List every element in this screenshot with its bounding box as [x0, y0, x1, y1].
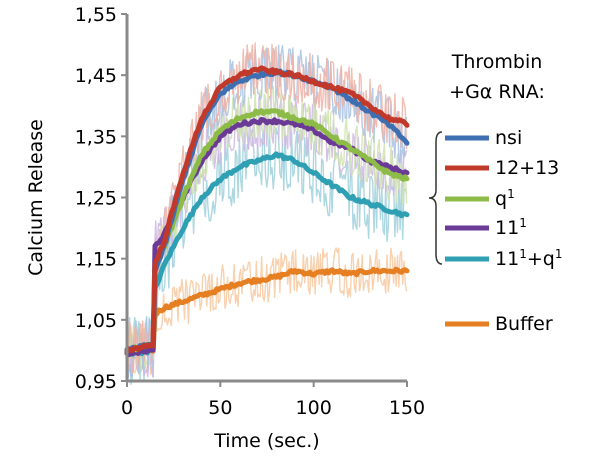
legend-brace [428, 131, 443, 265]
legend: Thrombin +Gα RNA: nsi 12+13 q1 111 111+q1 Buf… [428, 51, 562, 335]
band-buffer [126, 247, 408, 375]
y-tick-label: 1,25 [75, 188, 117, 210]
y-tick-label: 1,55 [75, 4, 117, 26]
band-11-q1 [126, 125, 408, 385]
legend-label-12-13: 12+13 [495, 157, 559, 179]
y-tick-label: 1,05 [75, 310, 117, 332]
series-lines [124, 65, 410, 358]
x-tick-label: 100 [296, 397, 332, 419]
y-tick-label: 1,15 [75, 249, 117, 271]
line-12-13 [124, 65, 410, 355]
y-axis-title: Calcium Release [25, 119, 47, 276]
legend-title-line-1: Thrombin [451, 51, 543, 73]
x-tick-label: 50 [208, 397, 232, 419]
x-tick-label: 150 [389, 397, 425, 419]
legend-items: nsi 12+13 q1 111 111+q1 Buffer [445, 127, 562, 335]
x-axis-title: Time (sec.) [213, 430, 319, 452]
legend-label-buffer: Buffer [495, 313, 553, 335]
x-ticks: 0 50 100 150 [121, 381, 425, 419]
line-buffer [124, 266, 410, 357]
y-tick-label: 1,35 [75, 126, 117, 148]
legend-label-nsi: nsi [495, 127, 522, 149]
y-tick-label: 1,45 [75, 65, 117, 87]
legend-title-line-2: +Gα RNA: [449, 81, 545, 103]
line-11-q1 [124, 151, 410, 357]
y-tick-label: 0,95 [75, 371, 117, 393]
y-ticks: 0,95 1,05 1,15 1,25 1,35 1,45 1,55 [75, 4, 127, 393]
band-12-13 [126, 42, 408, 376]
x-tick-label: 0 [121, 397, 133, 419]
legend-label-11-q1: 111+q1 [495, 247, 562, 270]
legend-label-q1: q1 [495, 187, 515, 210]
legend-label-11: 111 [495, 216, 527, 239]
